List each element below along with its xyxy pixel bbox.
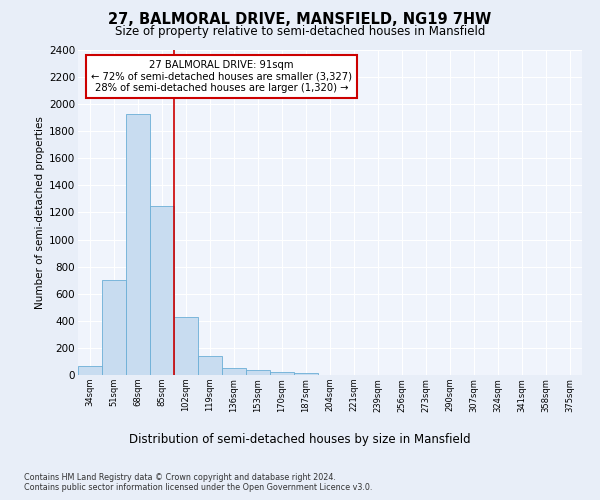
Y-axis label: Number of semi-detached properties: Number of semi-detached properties	[35, 116, 45, 309]
Text: Contains public sector information licensed under the Open Government Licence v3: Contains public sector information licen…	[24, 482, 373, 492]
Bar	[270, 372, 294, 375]
Text: 27, BALMORAL DRIVE, MANSFIELD, NG19 7HW: 27, BALMORAL DRIVE, MANSFIELD, NG19 7HW	[109, 12, 491, 28]
Bar	[222, 368, 246, 375]
Bar	[102, 280, 126, 375]
Bar	[150, 206, 174, 375]
Text: Distribution of semi-detached houses by size in Mansfield: Distribution of semi-detached houses by …	[129, 432, 471, 446]
Bar	[174, 317, 198, 375]
Bar	[78, 366, 102, 375]
Text: 27 BALMORAL DRIVE: 91sqm
← 72% of semi-detached houses are smaller (3,327)
28% o: 27 BALMORAL DRIVE: 91sqm ← 72% of semi-d…	[91, 60, 352, 93]
Bar	[198, 356, 222, 375]
Text: Size of property relative to semi-detached houses in Mansfield: Size of property relative to semi-detach…	[115, 25, 485, 38]
Bar	[246, 370, 270, 375]
Bar	[294, 373, 318, 375]
Bar	[126, 114, 150, 375]
Text: Contains HM Land Registry data © Crown copyright and database right 2024.: Contains HM Land Registry data © Crown c…	[24, 472, 336, 482]
